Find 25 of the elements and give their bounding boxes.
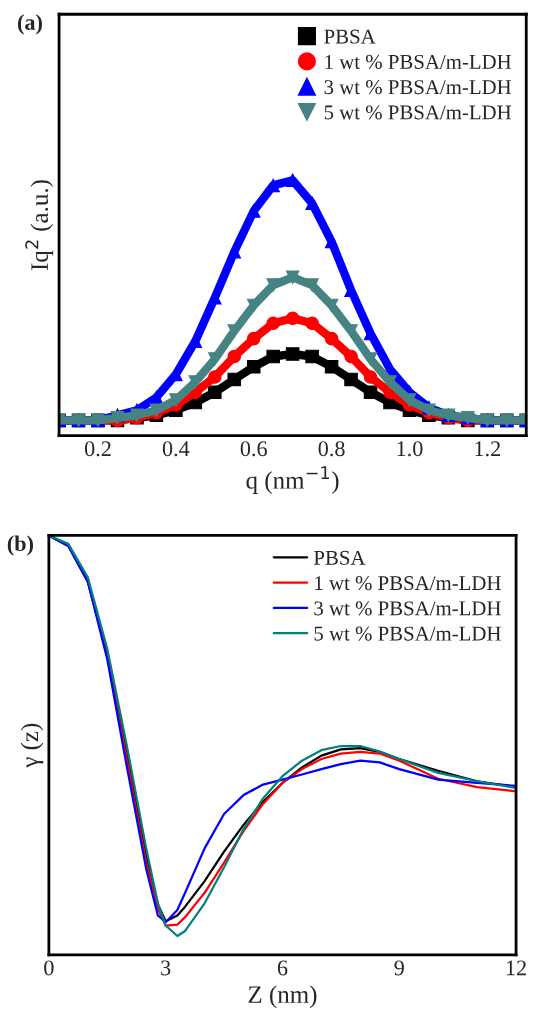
legend-label: 3 wt % PBSA/m-LDH (324, 80, 512, 95)
legend-label: PBSA (324, 29, 376, 44)
x-tick-label: 0 (44, 960, 54, 976)
x-tick-label: 0.8 (318, 441, 345, 457)
x-tick-label: 0.6 (240, 441, 267, 457)
x-tick-label: 1.2 (475, 441, 500, 457)
legend-label: PBSA (313, 550, 366, 565)
x-tick-label: 0.2 (84, 441, 111, 457)
x-tick-label: 9 (394, 960, 404, 976)
x-tick-label: 1.0 (397, 441, 423, 457)
legend-label: 3 wt % PBSA/m-LDH (314, 601, 501, 616)
legend-label: 1 wt % PBSA/m-LDH (325, 54, 512, 69)
y-axis-title: Iq$^{2}$ (a.u.) (25, 180, 54, 271)
x-tick-label: 3 (161, 960, 171, 976)
x-tick-label: 6 (277, 960, 288, 976)
x-tick-label: 0.4 (162, 441, 190, 457)
legend-label: 5 wt % PBSA/m-LDH (314, 626, 501, 641)
x-axis-title: q (nm$^{−1}$) (246, 466, 339, 494)
x-tick-label: 12 (506, 960, 526, 976)
text: (a) (18, 14, 42, 35)
legend-label: 5 wt % PBSA/m-LDH (324, 105, 512, 120)
x-axis-title: Z (nm) (248, 985, 317, 1009)
legend-label: 1 wt % PBSA/m-LDH (315, 576, 501, 591)
y-axis-title: γ (z) (20, 723, 44, 768)
text: (b) (7, 535, 33, 556)
